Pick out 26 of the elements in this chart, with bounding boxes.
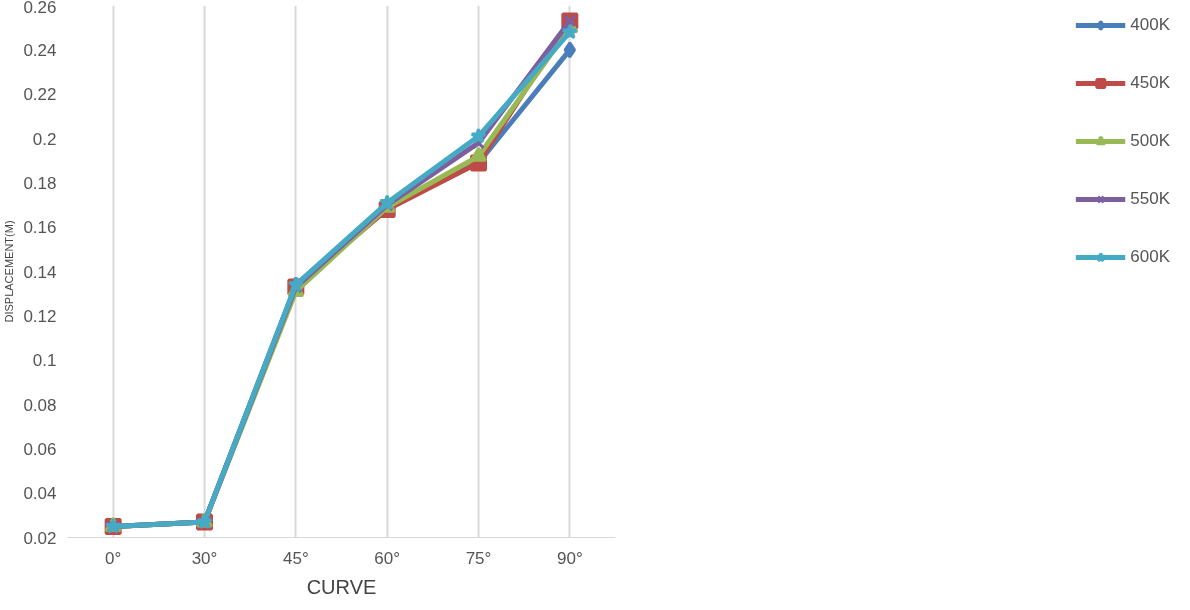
x-tick-label: 75° bbox=[465, 548, 492, 568]
y-tick-label: 0.08 bbox=[23, 395, 57, 415]
y-tick-label: 0.14 bbox=[23, 262, 57, 282]
legend-label: 550K bbox=[1130, 189, 1170, 209]
x-tick-label: 60° bbox=[374, 548, 401, 568]
x-tick-label: 0° bbox=[105, 548, 122, 568]
x-tick-label: 45° bbox=[282, 548, 309, 568]
y-tick-label: 0.02 bbox=[23, 528, 57, 548]
y-tick-label: 0.26 bbox=[23, 0, 57, 17]
x-tick-label: 30° bbox=[191, 548, 218, 568]
legend-label: 500K bbox=[1130, 131, 1170, 151]
y-tick-label: 0.22 bbox=[23, 85, 57, 105]
x-axis-title: CURVE bbox=[306, 575, 377, 598]
legend-label: 450K bbox=[1130, 73, 1170, 93]
y-tick-label: 0.16 bbox=[23, 218, 57, 238]
legend-label: 600K bbox=[1130, 247, 1170, 267]
legend-label: 400K bbox=[1130, 15, 1170, 35]
y-tick-label: 0.12 bbox=[23, 306, 57, 326]
y-tick-label: 0.1 bbox=[32, 351, 57, 371]
y-tick-label: 0.06 bbox=[23, 439, 57, 459]
y-axis-title: DISPLACEMENT(M) bbox=[3, 220, 16, 323]
y-tick-label: 0.04 bbox=[23, 484, 57, 504]
y-tick-label: 0.18 bbox=[23, 173, 57, 193]
x-tick-label: 90° bbox=[556, 548, 583, 568]
y-tick-label: 0.2 bbox=[32, 129, 57, 149]
y-tick-label: 0.24 bbox=[23, 40, 57, 60]
